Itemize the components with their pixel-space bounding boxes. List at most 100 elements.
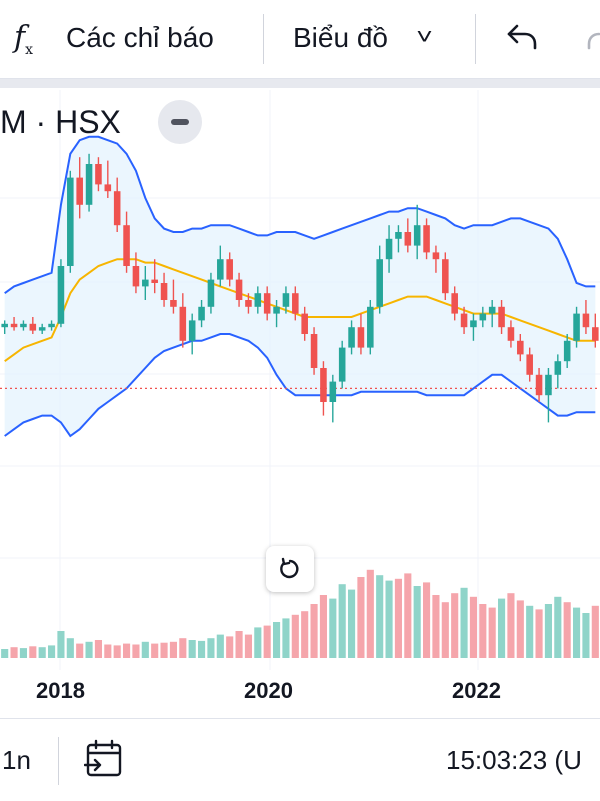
volume-bar [76,643,84,658]
volume-bar [516,600,524,658]
volume-bar [423,582,431,658]
candle-body [367,306,374,348]
reset-view-button[interactable] [266,546,314,592]
candle-body [142,279,149,287]
volume-bar [488,607,496,658]
candle-body [338,347,346,382]
price-chart[interactable] [0,90,600,670]
volume-bar [38,647,46,658]
candle-body [507,327,515,341]
bollinger-upper-line [4,135,596,295]
candle-body [10,323,18,328]
candle-body [104,184,112,192]
candle-body [245,300,252,307]
volume-bar [301,611,309,658]
toolbar-shadow-strip [0,79,600,88]
volume-bar [179,638,187,658]
volume-bar [10,647,18,658]
candle-body [207,279,215,307]
candle-body [320,368,327,402]
calendar-goto-icon[interactable] [84,739,126,779]
x-axis-label: 2018 [36,678,85,703]
candle-body [517,340,524,355]
volume-bar [282,618,290,658]
volume-bar [554,596,562,658]
candle-body [123,225,130,266]
bottom-toolbar: 1n 15:03:23 (U [0,718,600,801]
candle-body [554,361,562,375]
redo-icon[interactable] [585,22,600,52]
toolbar-divider [263,14,264,64]
volume-bar [123,643,131,658]
volume-bar [385,580,393,658]
candle-body [226,259,233,280]
volume-bar [263,625,271,658]
volume-bar [85,641,93,658]
candle-body [282,293,290,307]
candle-body [151,279,158,283]
volume-bar [235,631,243,658]
clock-timezone[interactable]: 15:03:23 (U [446,745,582,775]
volume-bar [573,607,581,658]
candle-body [498,306,505,328]
volume-bar [151,643,159,658]
function-fx-icon[interactable]: fx [14,20,34,58]
candle-body [442,259,449,294]
volume-bar [1,649,9,658]
candle-body [310,334,318,368]
chart-type-button[interactable]: Biểu đồ [293,22,388,53]
candle-body [29,323,37,331]
undo-icon[interactable] [505,22,539,52]
volume-bar [57,631,65,658]
volume-bar [113,645,121,658]
volume-bar [451,593,459,658]
candle-body [563,340,571,362]
candle-body [38,327,46,331]
candle-body [292,293,299,314]
bollinger-fill [4,136,596,437]
candle-body [545,374,552,396]
volume-bar [469,596,477,658]
candle-body [592,327,599,341]
candle-body [348,327,355,348]
candle-body [385,238,393,260]
candle-body [404,232,412,246]
volume-bar [160,642,168,658]
volume-bar [357,577,365,658]
volume-bar [19,648,27,658]
chevron-down-icon[interactable]: ˅ [416,24,433,49]
candle-body [329,381,337,402]
volume-bar [582,613,590,658]
toolbar-divider [475,14,476,64]
volume-bar [48,645,56,658]
volume-bar [104,644,112,658]
candle-body [423,225,430,253]
candle-body [273,306,280,314]
interval-button[interactable]: 1n [2,745,31,775]
volume-bar [198,640,206,658]
symbol-label[interactable]: M · HSX [0,104,121,140]
candle-body [488,306,496,314]
volume-bar [413,586,421,658]
minus-icon[interactable] [158,100,202,144]
volume-bar [498,598,506,658]
candle-body [160,283,168,300]
volume-bar [404,573,412,658]
bollinger-lower-line [4,333,596,438]
candle-body [1,323,8,328]
candle-body [132,266,140,287]
candle-body [254,293,262,307]
volume-bar [291,614,299,658]
candle-body [470,320,477,328]
candle-body [535,374,543,396]
volume-bar [563,602,571,658]
indicators-button[interactable]: Các chỉ báo [66,22,214,53]
candle-body [582,313,590,328]
candle-body [526,354,533,375]
candle-body [413,225,421,246]
candle-body [432,252,440,260]
reset-view-icon [280,557,299,579]
candle-body [301,313,308,334]
candle-body [376,259,383,307]
candle-body [113,191,121,226]
